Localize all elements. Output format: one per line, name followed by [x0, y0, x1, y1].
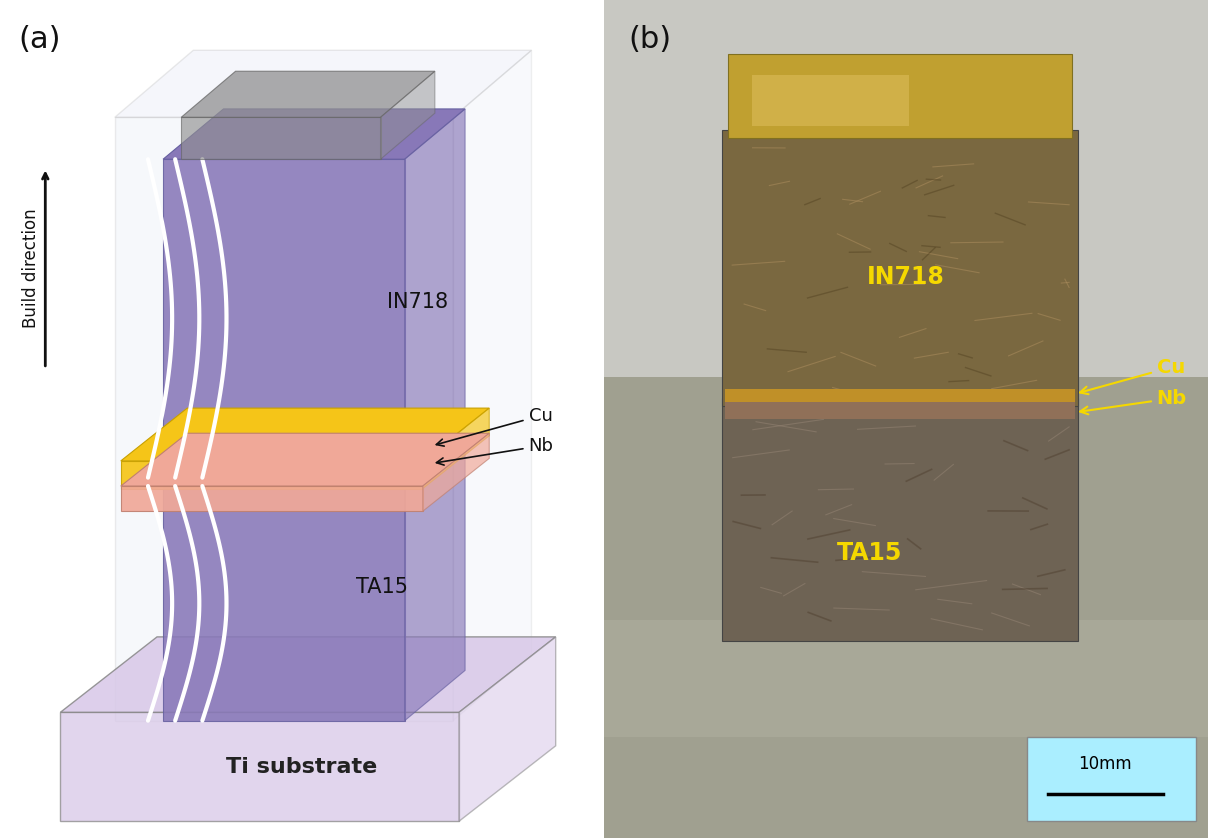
Text: Cu: Cu — [1080, 358, 1185, 394]
Polygon shape — [121, 461, 423, 489]
Polygon shape — [121, 433, 489, 486]
Text: (a): (a) — [18, 25, 60, 54]
FancyBboxPatch shape — [751, 75, 908, 126]
Polygon shape — [60, 712, 459, 821]
Text: Ti substrate: Ti substrate — [226, 757, 378, 777]
Polygon shape — [453, 50, 532, 721]
Polygon shape — [181, 117, 381, 159]
Polygon shape — [163, 159, 405, 478]
FancyBboxPatch shape — [725, 402, 1075, 419]
Text: Nb: Nb — [436, 437, 553, 465]
Polygon shape — [163, 436, 465, 486]
Polygon shape — [604, 620, 1208, 737]
Polygon shape — [604, 377, 1208, 838]
Text: IN718: IN718 — [867, 265, 945, 288]
Text: 10mm: 10mm — [1079, 756, 1132, 773]
Polygon shape — [163, 109, 465, 159]
Polygon shape — [115, 50, 532, 117]
Polygon shape — [423, 433, 489, 511]
Text: (b): (b) — [628, 25, 672, 54]
Polygon shape — [381, 71, 435, 159]
FancyBboxPatch shape — [722, 398, 1078, 641]
Polygon shape — [459, 637, 556, 821]
Text: Build direction: Build direction — [23, 209, 40, 328]
Polygon shape — [405, 109, 465, 478]
Polygon shape — [163, 486, 405, 721]
Polygon shape — [121, 486, 423, 511]
Polygon shape — [115, 117, 453, 721]
FancyBboxPatch shape — [727, 54, 1073, 138]
Text: IN718: IN718 — [387, 292, 448, 312]
Polygon shape — [121, 408, 489, 461]
FancyBboxPatch shape — [1027, 737, 1196, 821]
Text: TA15: TA15 — [837, 541, 902, 565]
Text: TA15: TA15 — [356, 577, 408, 597]
Polygon shape — [604, 0, 1208, 377]
Polygon shape — [405, 436, 465, 721]
FancyBboxPatch shape — [722, 130, 1078, 406]
Text: Nb: Nb — [1080, 389, 1186, 414]
Text: Cu: Cu — [436, 406, 552, 446]
Polygon shape — [60, 637, 556, 712]
FancyBboxPatch shape — [725, 389, 1075, 404]
Polygon shape — [181, 71, 435, 117]
Polygon shape — [423, 408, 489, 489]
